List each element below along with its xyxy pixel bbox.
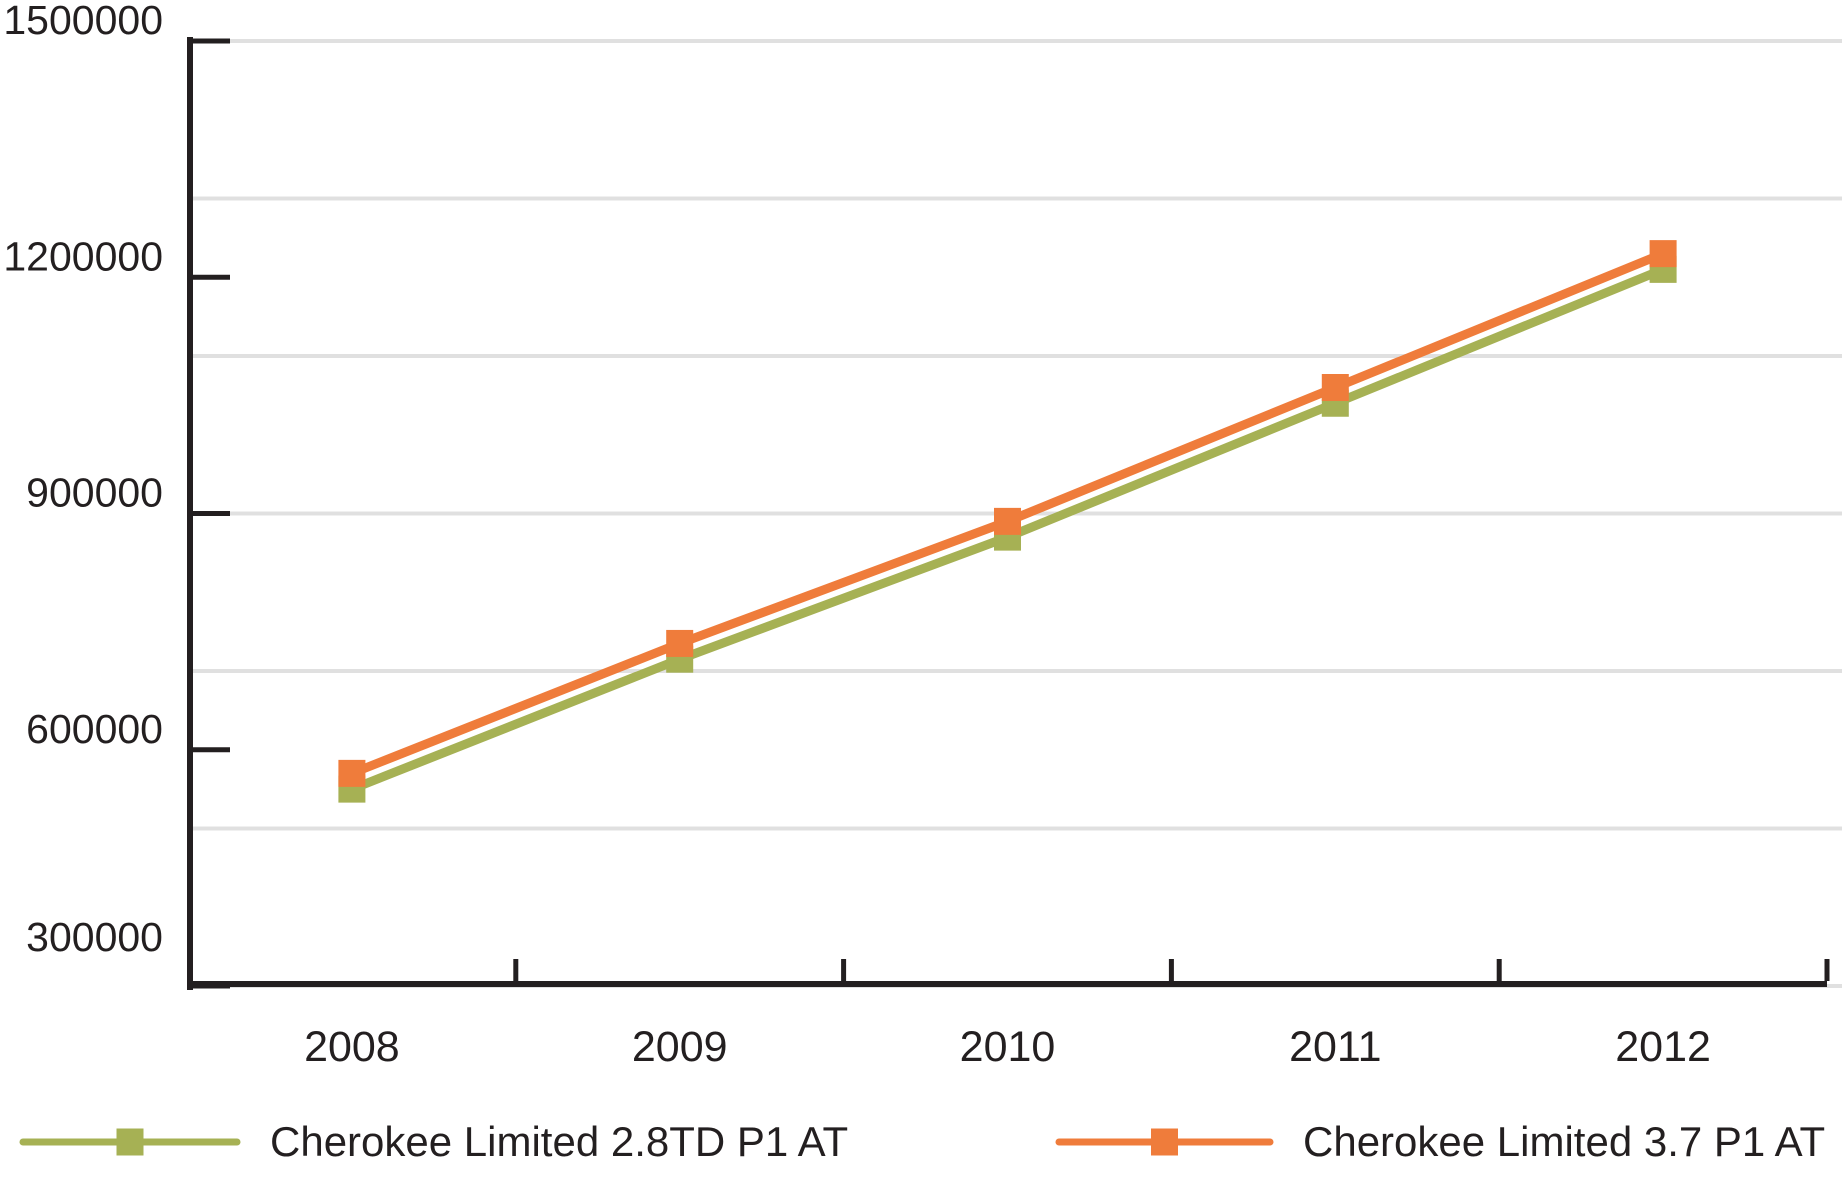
series-marker-1	[1321, 374, 1349, 401]
gridline	[188, 196, 1842, 201]
x-axis-label: 2009	[632, 1023, 728, 1071]
y-axis-label: 600000	[26, 706, 163, 752]
y-axis-line	[187, 37, 193, 990]
y-axis-tick	[193, 511, 230, 516]
x-axis-tick	[1496, 959, 1502, 981]
y-axis-label: 1500000	[3, 0, 163, 43]
gridline	[188, 354, 1842, 358]
y-axis-tick	[193, 38, 230, 44]
series-marker-1	[666, 629, 694, 657]
x-axis-label: 2008	[304, 1023, 400, 1071]
y-axis-tick	[193, 747, 230, 753]
legend-marker-1	[1151, 1128, 1178, 1156]
axes-group: 300000 600000 900000 1200000 1500000 2008 2009…	[3, 0, 1830, 1071]
y-axis-tick	[193, 983, 230, 989]
legend-label-series-2: Cherokee Limited 3.7 P1 AT	[1303, 1118, 1825, 1165]
series-marker-1	[338, 759, 366, 787]
x-axis-tick	[1168, 959, 1174, 981]
x-axis-label: 2012	[1615, 1023, 1711, 1071]
gridline	[188, 826, 1842, 831]
y-axis-label: 1200000	[3, 233, 163, 279]
gridline	[188, 39, 1842, 43]
series-marker-1	[994, 507, 1021, 535]
x-axis-tick	[1824, 959, 1830, 981]
x-axis-line	[187, 981, 1827, 987]
legend-label-series-1: Cherokee Limited 2.8TD P1 AT	[270, 1118, 848, 1165]
x-axis-label: 2010	[960, 1023, 1056, 1071]
y-axis-tick	[193, 274, 230, 280]
x-axis-label: 2011	[1289, 1023, 1381, 1071]
x-axis-tick	[841, 959, 847, 981]
y-axis-label: 900000	[26, 470, 163, 516]
legend-marker-0	[116, 1128, 144, 1156]
y-axis-label: 300000	[26, 914, 163, 960]
legend-group	[19, 1128, 1274, 1156]
series-group	[338, 240, 1677, 803]
gridline	[188, 669, 1842, 673]
series-marker-1	[1649, 240, 1677, 268]
x-axis-tick	[513, 959, 519, 981]
